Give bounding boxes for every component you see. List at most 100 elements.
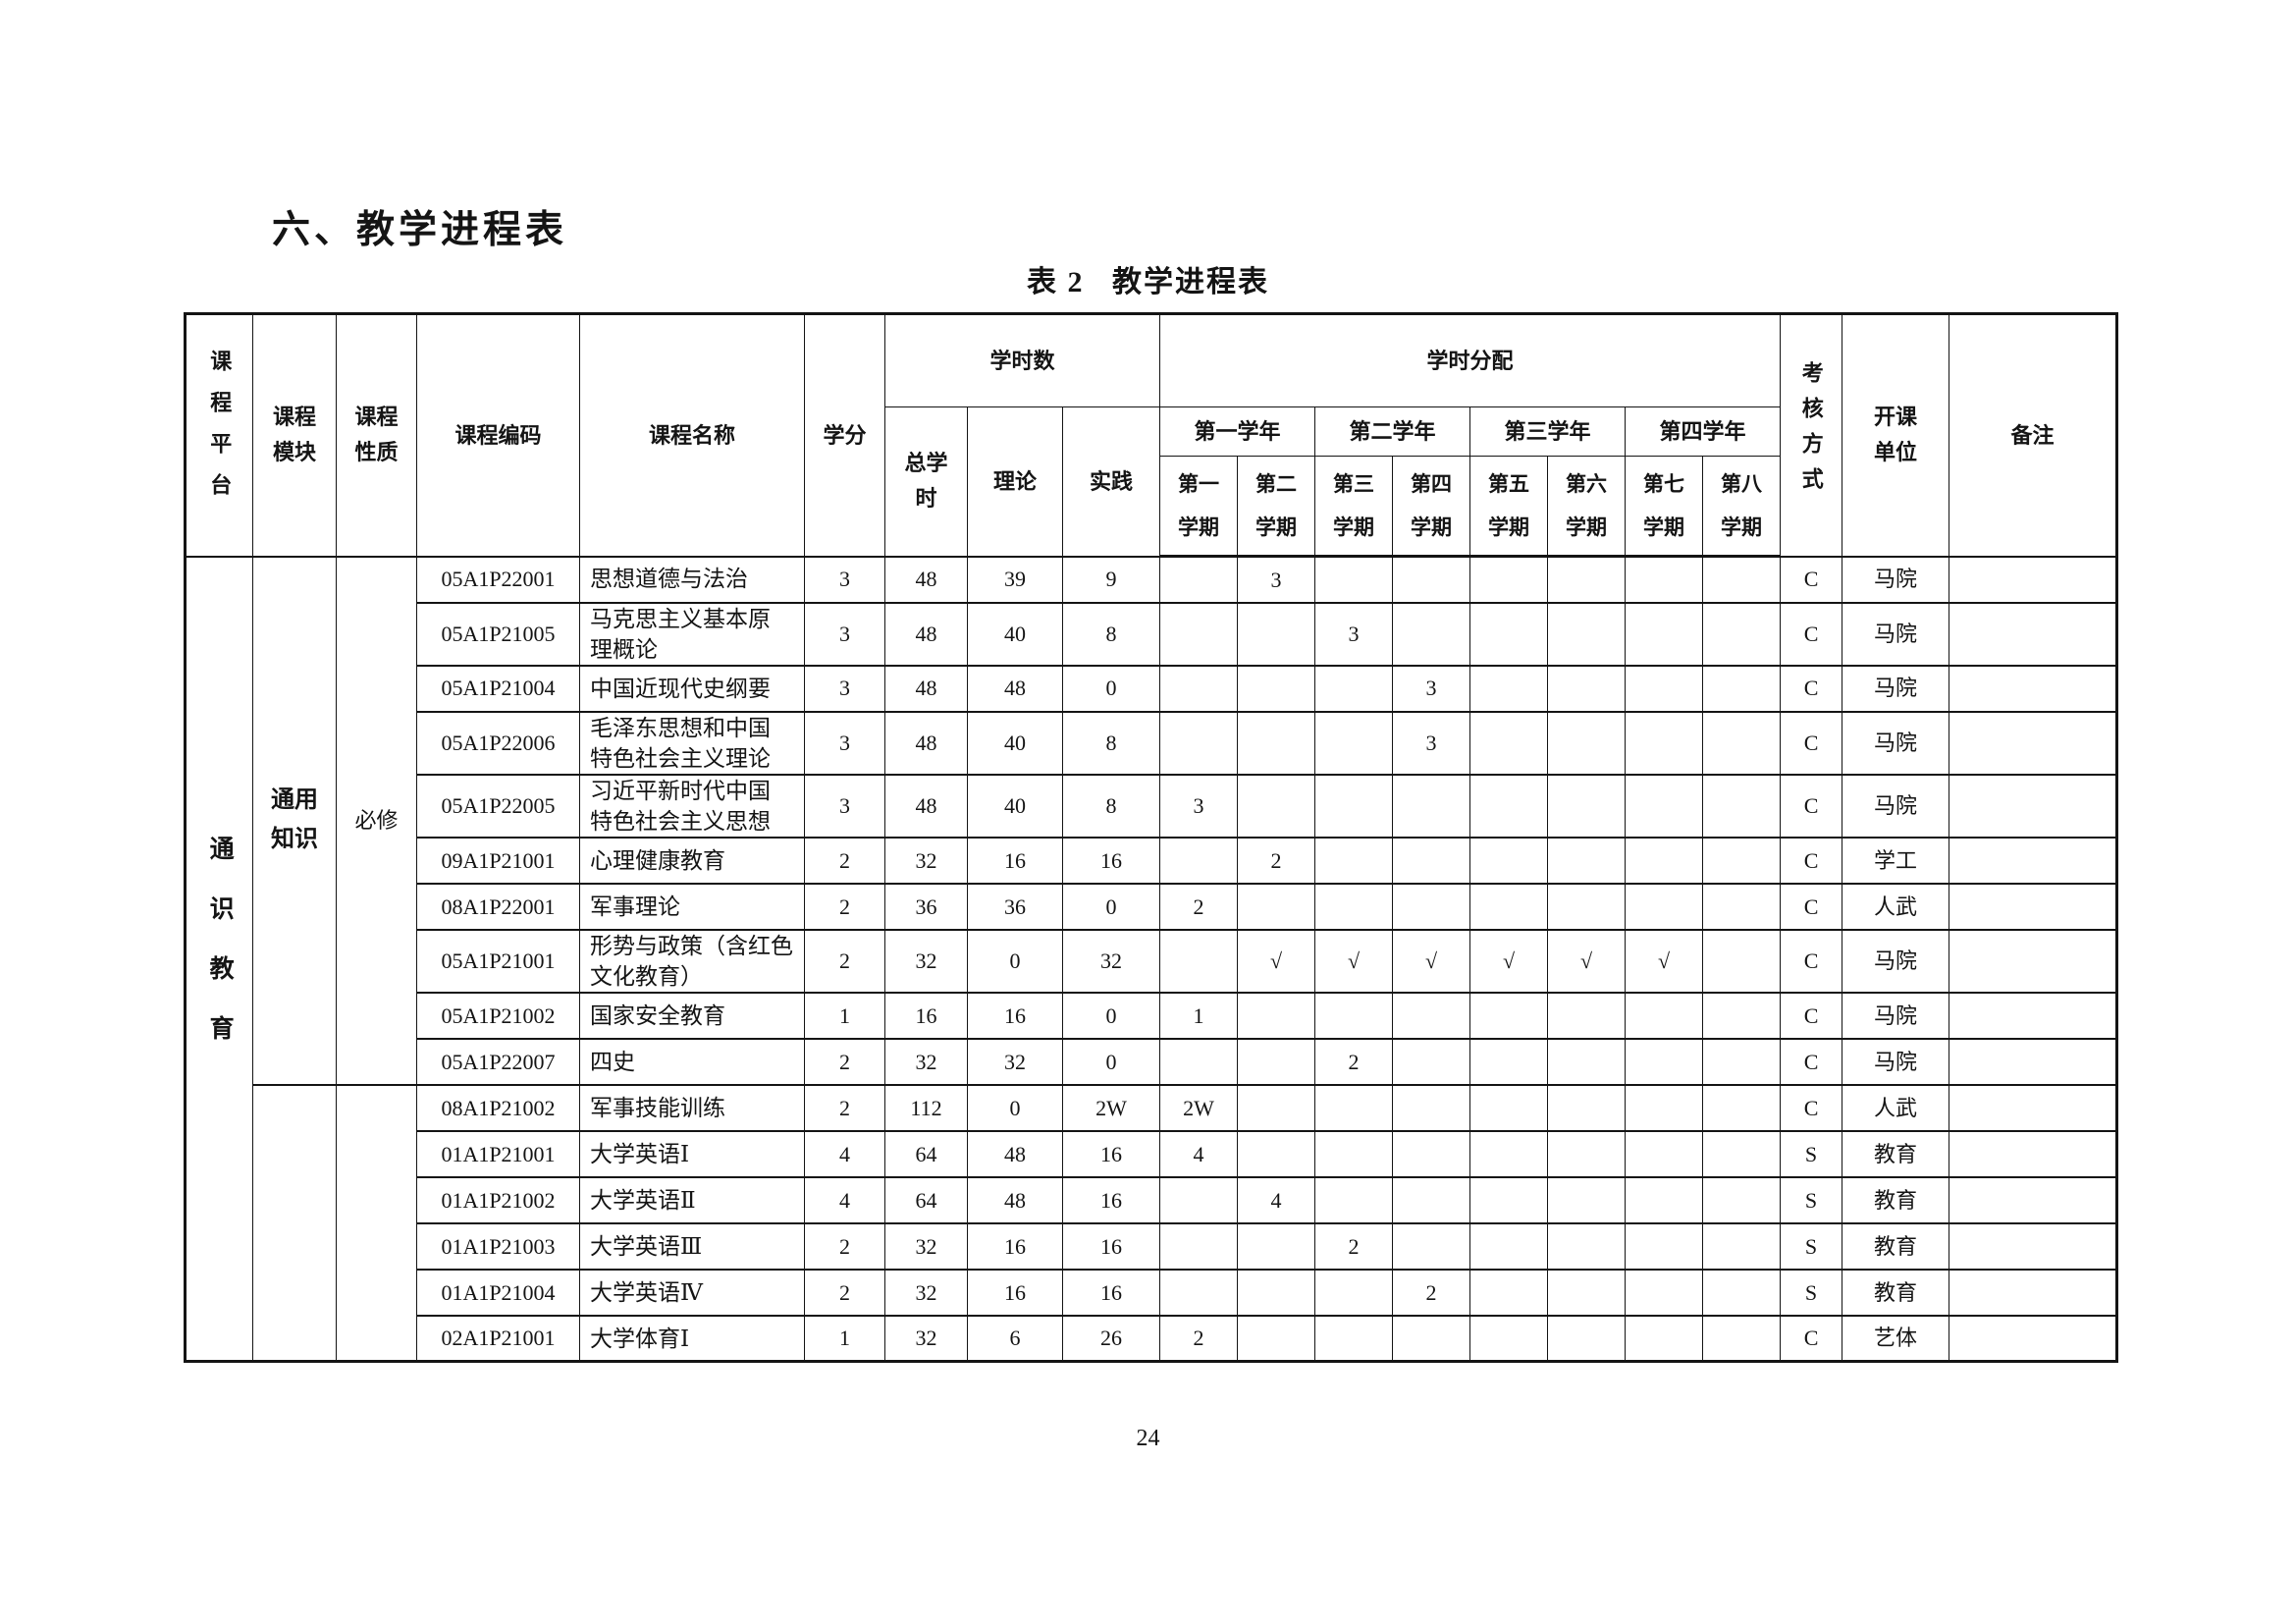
header-course-module: 课程模块 — [252, 313, 337, 557]
remark-cell — [1949, 882, 2118, 931]
exam-method-cell: S — [1780, 1175, 1843, 1224]
sem1-cell — [1159, 836, 1239, 885]
total-hours-cell: 48 — [884, 664, 968, 713]
sem7-cell — [1625, 555, 1704, 604]
practice-hours-cell: 0 — [1061, 664, 1161, 713]
practice-hours-cell: 16 — [1061, 1221, 1161, 1271]
theory-hours-cell: 40 — [967, 773, 1063, 839]
header-exam-method: 考核方式 — [1780, 313, 1843, 557]
practice-hours-cell: 16 — [1061, 1268, 1161, 1317]
platform-group-label: 通识教育 — [206, 836, 234, 1076]
credits-cell: 2 — [804, 882, 885, 931]
exam-method-cell: C — [1780, 836, 1843, 885]
remark-cell — [1949, 601, 2118, 667]
course-name-cell: 国家安全教育 — [579, 991, 805, 1040]
sem4-cell: 3 — [1392, 664, 1471, 713]
exam-method-cell: C — [1780, 773, 1843, 839]
credits-cell: 3 — [804, 773, 885, 839]
practice-hours-cell: 8 — [1061, 601, 1161, 667]
sem5-cell — [1469, 1129, 1549, 1178]
sem6-cell: √ — [1547, 928, 1627, 994]
course-name-cell: 大学英语Ⅳ — [579, 1268, 805, 1317]
table-row: 05A1P21005 马克思主义基本原 理概论 3 48 40 8 3 C 马院 — [186, 601, 2118, 667]
theory-hours-cell: 40 — [967, 601, 1063, 667]
sem1-cell: 2W — [1159, 1083, 1239, 1132]
sem8-cell — [1702, 1129, 1782, 1178]
sem3-cell — [1314, 836, 1394, 885]
header-sem-3: 第三学期 — [1314, 456, 1394, 558]
sem1-cell — [1159, 664, 1239, 713]
sem5-cell: √ — [1469, 928, 1549, 994]
sem8-cell — [1702, 882, 1782, 931]
table-row: 05A1P21002 国家安全教育 1 16 16 0 1 C 马院 — [186, 991, 2118, 1040]
sem3-cell — [1314, 1268, 1394, 1317]
unit-cell: 马院 — [1842, 555, 1950, 604]
total-hours-cell: 32 — [884, 1037, 968, 1086]
sem6-cell — [1547, 1268, 1627, 1317]
nature-group-cell-empty — [336, 1083, 417, 1363]
course-name-cell: 四史 — [579, 1037, 805, 1086]
table-row: 05A1P21004 中国近现代史纲要 3 48 48 0 3 C 马院 — [186, 664, 2118, 713]
sem2-cell — [1237, 1314, 1316, 1363]
sem4-cell — [1392, 1314, 1471, 1363]
header-sem-4: 第四学期 — [1392, 456, 1471, 558]
practice-hours-cell: 32 — [1061, 928, 1161, 994]
sem4-cell — [1392, 555, 1471, 604]
exam-method-cell: C — [1780, 882, 1843, 931]
table-row: 05A1P21001 形势与政策（含红色 文化教育） 2 32 0 32 √ √… — [186, 928, 2118, 994]
credits-cell: 3 — [804, 601, 885, 667]
header-allocation-group: 学时分配 — [1159, 313, 1782, 407]
sem3-cell: 2 — [1314, 1037, 1394, 1086]
sem3-cell — [1314, 882, 1394, 931]
total-hours-cell: 48 — [884, 710, 968, 776]
sem8-cell — [1702, 1268, 1782, 1317]
course-code-cell: 08A1P22001 — [416, 882, 580, 931]
header-course-platform: 课程平台 — [185, 313, 253, 557]
sem3-cell — [1314, 1175, 1394, 1224]
course-code-cell: 01A1P21004 — [416, 1268, 580, 1317]
teaching-schedule-table: 课程平台 课程模块 课程性质 课程编码 课程名称 学分 学时数 学时分配 考核方… — [184, 312, 2119, 1364]
sem1-cell: 2 — [1159, 1314, 1239, 1363]
unit-cell: 人武 — [1842, 882, 1950, 931]
sem5-cell — [1469, 555, 1549, 604]
sem3-cell — [1314, 1314, 1394, 1363]
practice-hours-cell: 9 — [1061, 555, 1161, 604]
course-code-cell: 05A1P22006 — [416, 710, 580, 776]
sem5-cell — [1469, 664, 1549, 713]
sem2-cell — [1237, 1221, 1316, 1271]
credits-cell: 2 — [804, 1221, 885, 1271]
unit-cell: 教育 — [1842, 1221, 1950, 1271]
sem3-cell — [1314, 710, 1394, 776]
sem4-cell — [1392, 882, 1471, 931]
sem5-cell — [1469, 1083, 1549, 1132]
sem5-cell — [1469, 991, 1549, 1040]
table-row: 01A1P21002 大学英语Ⅱ 4 64 48 16 4 S 教育 — [186, 1175, 2118, 1224]
sem6-cell — [1547, 1314, 1627, 1363]
sem8-cell — [1702, 836, 1782, 885]
theory-hours-cell: 48 — [967, 1129, 1063, 1178]
table-row: 02A1P21001 大学体育Ⅰ 1 32 6 26 2 C 艺体 — [186, 1314, 2118, 1363]
sem7-cell — [1625, 836, 1704, 885]
total-hours-cell: 32 — [884, 836, 968, 885]
sem2-cell: 2 — [1237, 836, 1316, 885]
nature-group-cell: 必修 — [336, 555, 417, 1086]
sem1-cell — [1159, 555, 1239, 604]
credits-cell: 2 — [804, 1268, 885, 1317]
sem7-cell — [1625, 1083, 1704, 1132]
table-row: 05A1P22006 毛泽东思想和中国 特色社会主义理论 3 48 40 8 3… — [186, 710, 2118, 776]
sem5-cell — [1469, 773, 1549, 839]
header-course-nature: 课程性质 — [336, 313, 417, 557]
header-sem-7: 第七学期 — [1625, 456, 1704, 558]
table-row: 01A1P21003 大学英语Ⅲ 2 32 16 16 2 S 教育 — [186, 1221, 2118, 1271]
header-row-2: 总学时 理论 实践 第一学年 第二学年 第三学年 第四学年 — [186, 406, 2117, 557]
unit-cell: 艺体 — [1842, 1314, 1950, 1363]
unit-cell: 马院 — [1842, 928, 1950, 994]
sem7-cell — [1625, 664, 1704, 713]
practice-hours-cell: 8 — [1061, 773, 1161, 839]
module-group-cell: 通用知识 — [252, 555, 337, 1086]
sem1-cell — [1159, 928, 1239, 994]
sem1-cell — [1159, 1221, 1239, 1271]
unit-cell: 学工 — [1842, 836, 1950, 885]
theory-hours-cell: 16 — [967, 1221, 1063, 1271]
credits-cell: 2 — [804, 1037, 885, 1086]
